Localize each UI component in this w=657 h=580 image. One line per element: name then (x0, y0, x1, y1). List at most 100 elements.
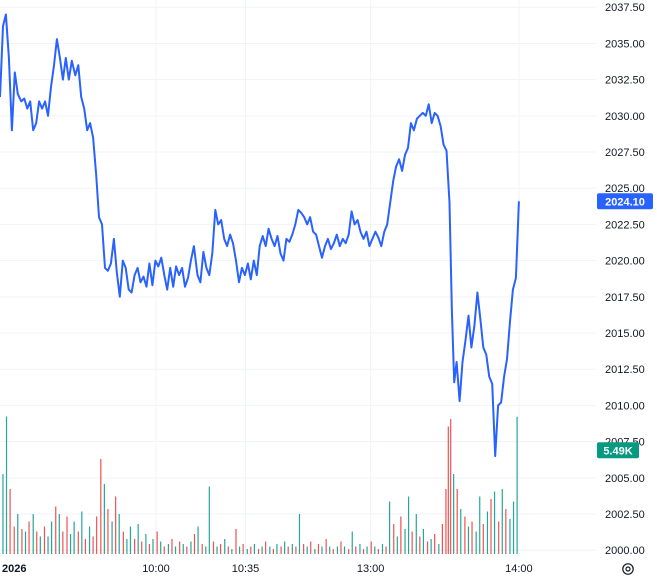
settings-icon[interactable] (622, 563, 634, 575)
volume-bar (66, 516, 68, 554)
volume-bar (340, 541, 342, 554)
volume-bar (269, 546, 271, 554)
volume-bar (447, 426, 449, 554)
volume-bar (13, 526, 15, 554)
volume-bar (115, 496, 117, 554)
volume-bar (201, 544, 203, 554)
volume-bar (498, 521, 500, 554)
volume-bar (385, 546, 387, 554)
volume-bar (73, 521, 75, 554)
volume-bar (253, 544, 255, 554)
volume-bar (246, 549, 248, 554)
volume-bar (216, 546, 218, 554)
y-tick-label: 2002.50 (605, 509, 645, 521)
y-tick-label: 2010.00 (605, 400, 645, 412)
volume-bar (407, 496, 410, 554)
volume-bar (208, 486, 210, 554)
volume-bar (39, 536, 41, 554)
price-axis[interactable]: 2037.50 2035.00 2032.50 2030.00 2027.50 2025.… (605, 2, 645, 557)
volume-bar (389, 501, 391, 554)
volume-bar (186, 546, 188, 554)
volume-bar (426, 541, 429, 554)
volume-bar (126, 539, 128, 554)
volume-bar (17, 514, 19, 554)
x-tick-label: 10:00 (142, 563, 170, 575)
volume-bar (321, 546, 323, 554)
volume-bar (404, 529, 406, 554)
volume-bar (129, 526, 132, 554)
volume-bar (81, 511, 83, 554)
volume-bar (479, 496, 481, 554)
volume-bar (5, 416, 8, 554)
volume-bar (512, 501, 515, 554)
time-axis[interactable]: 2026 10:00 10:35 13:00 14:00 (2, 563, 533, 575)
volume-bar (460, 509, 462, 554)
volume-bar (272, 549, 274, 554)
volume-bar (179, 541, 181, 554)
volume-bar (400, 516, 402, 554)
volume-bar (396, 536, 398, 554)
volume-bar (355, 546, 357, 554)
volume-bar (505, 509, 507, 554)
y-tick-label: 2017.50 (605, 292, 645, 304)
last-price-badge: 2024.10 (597, 193, 653, 210)
volume-bar (415, 514, 417, 554)
y-tick-label: 2035.00 (605, 38, 645, 50)
volume-bar (148, 544, 151, 554)
volume-bar (493, 491, 496, 554)
volume-bar (111, 521, 113, 554)
volume-bar (362, 549, 365, 554)
volume-bar (69, 534, 72, 554)
volume-bar (482, 524, 484, 554)
last-price-label: 2024.10 (605, 196, 645, 208)
volume-bar (193, 534, 196, 554)
volume-bar (36, 531, 38, 554)
volume-bar (284, 541, 286, 554)
volume-bar (381, 544, 384, 554)
volume-bar (250, 546, 252, 554)
volume-bar (456, 489, 458, 554)
volume-bar (377, 549, 379, 554)
volume-bar (84, 539, 86, 554)
volume-bar (107, 509, 109, 554)
volume-bar (100, 459, 102, 554)
volume-bar (2, 474, 4, 554)
volume-bar (212, 541, 215, 554)
volume-bar (276, 544, 278, 554)
volume-bar (137, 524, 139, 554)
y-tick-label: 2000.00 (605, 545, 645, 557)
volume-bar (50, 521, 53, 554)
volume-bar (467, 526, 470, 554)
volume-bar (88, 526, 91, 554)
volume-bar (422, 529, 425, 554)
volume-bar (298, 514, 301, 554)
volume-bar (62, 531, 64, 554)
volume-bar (43, 526, 46, 554)
volume-bar (374, 546, 376, 554)
volume-bar (235, 529, 237, 554)
y-tick-label: 2020.00 (605, 256, 645, 268)
volume-bar (450, 419, 452, 554)
volume-bar (438, 544, 440, 554)
y-tick-label: 2005.00 (605, 473, 645, 485)
y-tick-label: 2012.50 (605, 364, 645, 376)
volume-bar (32, 514, 34, 554)
volume-bar (197, 526, 199, 554)
volume-bar (77, 531, 79, 554)
volume-bar (242, 544, 244, 554)
volume-bar (96, 516, 98, 554)
volume-bar (122, 531, 124, 554)
volume-bar (280, 546, 282, 554)
volume-bar (257, 549, 260, 554)
volume-bar (441, 524, 443, 554)
volume-bar (295, 546, 297, 554)
volume-bar (163, 546, 165, 554)
volume-bar (303, 544, 305, 554)
volume-bar (287, 546, 289, 554)
volume-bar (490, 499, 492, 554)
y-tick-label: 2032.50 (605, 75, 645, 87)
price-line (0, 13, 520, 458)
y-tick-label: 2037.50 (605, 2, 645, 14)
x-tick-label: 2026 (2, 563, 26, 575)
